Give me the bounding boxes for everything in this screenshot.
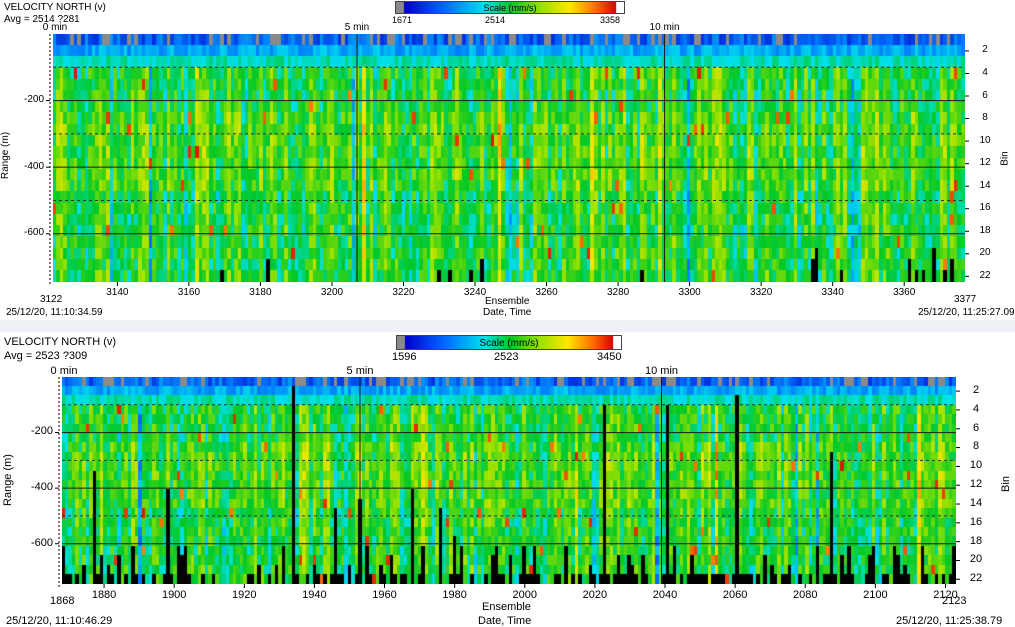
scale-max-label: 3358	[600, 15, 621, 25]
chart-average: Avg = 2523 ?309	[4, 350, 88, 362]
x-tick-label: 2080	[792, 589, 818, 601]
end-datetime: 25/12/20, 11:25:27.09	[918, 307, 1015, 318]
time-tick-label: 0 min	[42, 22, 68, 33]
y-tick-label: -200	[23, 94, 44, 106]
scale-title: Scale (mm/s)	[483, 3, 537, 13]
x-tick-label: 1900	[161, 589, 187, 601]
x-tick-label: 3200	[320, 287, 344, 298]
bin-tick-label: 18	[979, 224, 991, 236]
bin-tick-label: 2	[972, 383, 980, 396]
x-end-label: 3377	[954, 294, 977, 305]
start-datetime: 25/12/20, 11:10:34.59	[6, 307, 103, 318]
y-tick-label: -400	[30, 480, 53, 493]
bin-tick-label: 20	[969, 553, 983, 566]
y-axis-label: Range (m)	[1, 454, 14, 506]
chart-average: Avg = 2514 ?281	[4, 14, 80, 25]
x-tick-label: 2020	[582, 589, 608, 601]
chart-title: VELOCITY NORTH (v)	[4, 2, 106, 13]
bin-tick-label: 20	[979, 247, 991, 259]
velocity-heatmap[interactable]	[55, 377, 960, 588]
bin-axis-label: Bin	[999, 476, 1012, 492]
x2-axis-label: Date, Time	[478, 615, 532, 627]
velocity-heatmap[interactable]	[46, 34, 969, 286]
time-tick-label: 10 min	[649, 22, 680, 33]
scale-title: Scale (mm/s)	[479, 338, 539, 349]
x-tick-label: 3280	[606, 287, 630, 298]
time-tick-label: 0 min	[50, 365, 78, 377]
bin-tick-label: 14	[979, 179, 991, 191]
bin-tick-label: 6	[972, 421, 980, 434]
x-tick-label: 3180	[249, 287, 272, 298]
scale-max-label: 3450	[597, 351, 622, 363]
time-tick-label: 5 min	[344, 22, 370, 33]
x-tick-label: 3360	[893, 287, 916, 298]
time-tick-label: 5 min	[346, 365, 374, 377]
x-tick-label: 1960	[372, 589, 397, 601]
x-tick-label: 3300	[678, 287, 701, 298]
x-start-label: 1868	[50, 595, 75, 607]
x-tick-label: 1880	[91, 589, 117, 601]
x-end-label: 2123	[942, 595, 967, 607]
bin-tick-label: 8	[972, 440, 980, 453]
x-tick-label: 3220	[392, 287, 415, 298]
y-tick-label: -600	[30, 536, 53, 549]
scale-mid-label: 2514	[485, 15, 506, 25]
bin-tick-label: 12	[969, 478, 983, 491]
bin-tick-label: 18	[969, 534, 983, 547]
y-tick-label: -600	[23, 227, 44, 239]
x2-axis-label: Date, Time	[483, 307, 532, 318]
x-tick-label: 2000	[512, 589, 538, 601]
x-axis-label: Ensemble	[485, 296, 530, 307]
x-tick-label: 3240	[463, 287, 487, 298]
x-tick-label: 3340	[821, 287, 844, 298]
bin-tick-label: 10	[979, 134, 991, 146]
x-tick-label: 1920	[232, 589, 257, 601]
bin-tick-label: 22	[979, 269, 991, 281]
bin-tick-label: 14	[969, 496, 983, 509]
y-tick-label: -200	[30, 425, 53, 438]
x-tick-label: 2060	[722, 589, 748, 601]
bin-tick-label: 16	[979, 202, 991, 214]
y-axis-label: Range (m)	[0, 131, 12, 180]
bin-axis-label: Bin	[999, 151, 1011, 166]
x-tick-label: 3320	[750, 287, 773, 298]
x-axis-label: Ensemble	[482, 601, 531, 613]
chart-title: VELOCITY NORTH (v)	[4, 336, 117, 348]
color-scale-bar: Scale (mm/s)	[395, 1, 625, 14]
bin-tick-label: 4	[972, 402, 980, 415]
bin-tick-label: 4	[982, 66, 988, 78]
bin-tick-label: 12	[979, 157, 991, 169]
bin-tick-label: 8	[982, 112, 988, 124]
x-tick-label: 3260	[535, 287, 558, 298]
velocity-panel-top: VELOCITY NORTH (v) Avg = 2514 ?281 Scale…	[0, 0, 1015, 320]
bin-tick-label: 6	[982, 89, 988, 101]
x-tick-label: 3140	[106, 287, 129, 298]
scale-mid-label: 2523	[494, 351, 519, 363]
x-tick-label: 1980	[442, 589, 467, 601]
velocity-panel-bottom: VELOCITY NORTH (v) Avg = 2523 ?309 Scale…	[0, 332, 1015, 627]
panel-separator	[0, 320, 1015, 332]
bin-tick-label: 16	[969, 515, 983, 528]
scale-min-label: 1596	[392, 351, 417, 363]
y-tick-label: -400	[23, 160, 44, 172]
start-datetime: 25/12/20, 11:10:46.29	[6, 615, 113, 627]
x-tick-label: 2100	[863, 589, 888, 601]
bin-tick-label: 22	[969, 572, 983, 585]
x-tick-label: 3160	[177, 287, 201, 298]
x-tick-label: 1940	[302, 589, 327, 601]
bin-tick-label: 10	[969, 459, 983, 472]
color-scale-bar: Scale (mm/s)	[396, 335, 622, 350]
scale-min-label: 1671	[392, 15, 413, 25]
x-start-label: 3122	[40, 294, 63, 305]
x-tick-label: 2120	[933, 589, 958, 601]
end-datetime: 25/12/20, 11:25:38.79	[896, 615, 1003, 627]
time-tick-label: 10 min	[644, 365, 679, 377]
bin-tick-label: 2	[982, 44, 988, 56]
x-tick-label: 2040	[652, 589, 678, 601]
